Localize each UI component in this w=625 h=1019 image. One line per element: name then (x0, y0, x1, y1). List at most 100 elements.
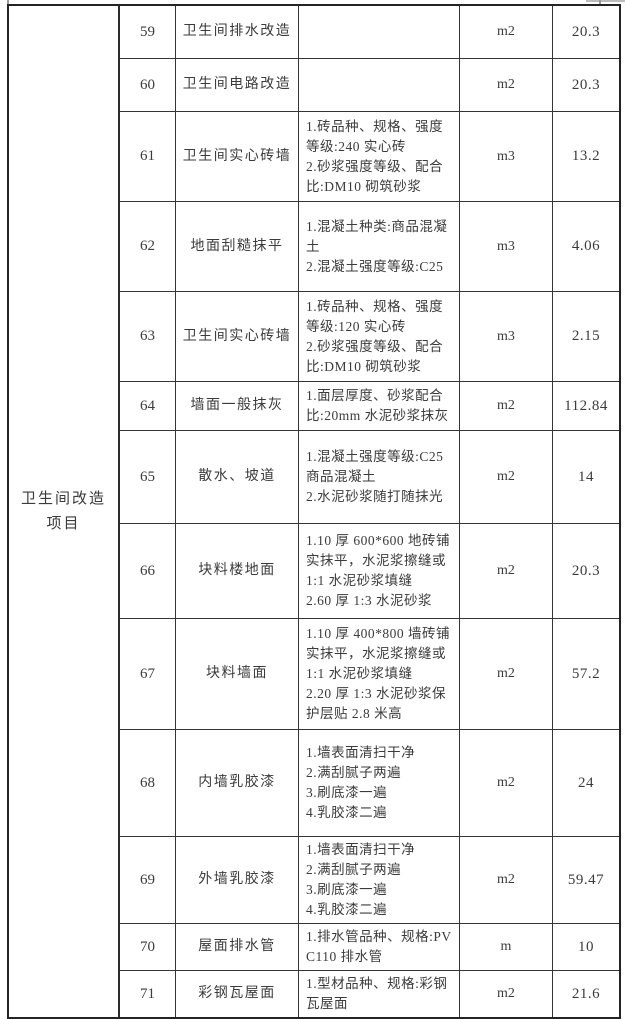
description-line: 3.刷底漆一遍 (306, 882, 388, 897)
table-rows: 59 卫生间排水改造 m2 20.3 60 卫生间电路改造 m2 20.3 61… (120, 6, 619, 1017)
table-row: 61 卫生间实心砖墙 1.砖品种、规格、强度等级:240 实心砖 2.砂浆强度等级… (120, 112, 619, 202)
unit-cell: m2 (460, 524, 553, 618)
description-line: 4.乳胶漆二遍 (306, 902, 388, 917)
table-row: 64 墙面一般抹灰 1.面层厚度、砂浆配合比:20mm 水泥砂浆抹灰 m2 11… (120, 382, 619, 431)
description-line: 1.混凝土种类:商品混凝土 (306, 218, 448, 254)
item-description-cell: 1.墙表面清扫干净 2.满刮腻子两遍 3.刷底漆一遍 4.乳胶漆二遍 (299, 837, 460, 923)
item-description-cell: 1.10 厚 600*600 地砖铺实抹平，水泥浆擦缝或1:1 水泥砂浆填缝 2.… (299, 524, 460, 618)
description-line: 3.刷底漆一遍 (306, 785, 388, 800)
description-line: 2.水泥砂浆随打随抹光 (306, 489, 444, 504)
quantity-cell: 20.3 (571, 562, 601, 579)
description-line: 1.混凝土强度等级:C25 商品混凝土 (306, 449, 444, 484)
item-description-cell: 1.砖品种、规格、强度等级:240 实心砖 2.砂浆强度等级、配合比:DM10 砌… (299, 112, 460, 201)
cropped-row-remnant-top (586, 0, 625, 2)
description-line: 2.混凝土强度等级:C25 (306, 258, 444, 274)
description-line: 1.排水管品种、规格:PVC110 排水管 (306, 929, 452, 964)
unit-cell: m2 (460, 730, 553, 836)
unit-cell: m3 (460, 202, 553, 291)
row-number-cell: 63 (120, 292, 176, 381)
cropped-row-remnant-left (7, 0, 9, 4)
quantity-cell: 2.15 (571, 328, 601, 344)
quantity-cell: 59.47 (567, 871, 605, 888)
row-number-cell: 60 (120, 59, 176, 111)
item-description-cell: 1.型材品种、规格:彩钢瓦屋面 (299, 971, 460, 1017)
item-description-cell: 1.面层厚度、砂浆配合比:20mm 水泥砂浆抹灰 (299, 382, 460, 430)
unit-cell: m2 (460, 59, 553, 111)
quantity-cell: 10 (578, 938, 594, 955)
unit-cell: m2 (460, 382, 553, 430)
row-number-cell: 71 (120, 971, 176, 1017)
quantity-cell: 20.3 (571, 23, 601, 40)
table-row: 65 散水、坡道 1.混凝土强度等级:C25 商品混凝土 2.水泥砂浆随打随抹光 … (120, 431, 619, 524)
item-description-cell: 1.混凝土强度等级:C25 商品混凝土 2.水泥砂浆随打随抹光 (299, 431, 460, 523)
row-number-cell: 62 (120, 202, 176, 291)
row-number-cell: 59 (120, 6, 176, 58)
item-description-cell: 1.砖品种、规格、强度等级:120 实心砖 2.砂浆强度等级、配合比:DM10 砌… (299, 292, 460, 381)
item-name-cell: 外墙乳胶漆 (176, 837, 299, 923)
unit-cell: m2 (460, 431, 553, 523)
unit-cell: m2 (460, 6, 553, 58)
unit-cell: m3 (460, 112, 553, 201)
description-line: 2.20 厚 1:3 水泥砂浆保护层贴 2.8 米高 (306, 686, 447, 721)
unit-cell: m2 (460, 971, 553, 1017)
item-description-cell: 1.墙表面清扫干净 2.满刮腻子两遍 3.刷底漆一遍 4.乳胶漆二遍 (299, 730, 460, 836)
quantity-cell: 20.3 (571, 76, 601, 93)
unit-cell: m (460, 924, 553, 970)
description-line: 1.面层厚度、砂浆配合比:20mm 水泥砂浆抹灰 (306, 388, 449, 423)
item-name-cell: 彩钢瓦屋面 (176, 971, 299, 1017)
quantities-table: 卫生间改造 项目 59 卫生间排水改造 m2 20.3 60 卫生间电路改造 m… (7, 4, 621, 1019)
unit-cell: m2 (460, 837, 553, 923)
table-row: 59 卫生间排水改造 m2 20.3 (120, 6, 619, 59)
table-row: 70 屋面排水管 1.排水管品种、规格:PVC110 排水管 m 10 (120, 924, 619, 971)
item-name-cell: 内墙乳胶漆 (176, 730, 299, 836)
table-row: 66 块料楼地面 1.10 厚 600*600 地砖铺实抹平，水泥浆擦缝或1:1… (120, 524, 619, 619)
cropped-row-remnant-right (599, 0, 601, 4)
quantity-cell: 57.2 (571, 665, 601, 682)
item-name-cell: 地面刮糙抹平 (176, 202, 299, 291)
item-name-cell: 卫生间实心砖墙 (176, 292, 299, 381)
row-number-cell: 66 (120, 524, 176, 618)
item-name-cell: 块料墙面 (176, 619, 299, 729)
description-line: 1.墙表面清扫干净 (306, 745, 416, 760)
row-number-cell: 64 (120, 382, 176, 430)
row-number-cell: 67 (120, 619, 176, 729)
table-row: 68 内墙乳胶漆 1.墙表面清扫干净 2.满刮腻子两遍 3.刷底漆一遍 4.乳胶漆二遍… (120, 730, 619, 837)
item-name-cell: 块料楼地面 (176, 524, 299, 618)
item-name-cell: 墙面一般抹灰 (176, 382, 299, 430)
item-description-cell: 1.排水管品种、规格:PVC110 排水管 (299, 924, 460, 970)
table-row: 63 卫生间实心砖墙 1.砖品种、规格、强度等级:120 实心砖 2.砂浆强度等级… (120, 292, 619, 382)
quantity-cell: 21.6 (571, 985, 601, 1002)
table-row: 60 卫生间电路改造 m2 20.3 (120, 59, 619, 112)
table-row: 69 外墙乳胶漆 1.墙表面清扫干净 2.满刮腻子两遍 3.刷底漆一遍 4.乳胶漆二遍… (120, 837, 619, 924)
item-name-cell: 卫生间电路改造 (176, 59, 299, 111)
category-line-2: 项目 (46, 515, 81, 532)
description-line: 1.砖品种、规格、强度等级:240 实心砖 (306, 118, 444, 154)
description-line: 1.10 厚 600*600 地砖铺实抹平，水泥浆擦缝或1:1 水泥砂浆填缝 (306, 533, 450, 588)
description-line: 1.型材品种、规格:彩钢瓦屋面 (306, 976, 448, 1011)
quantity-cell: 13.2 (571, 148, 601, 164)
description-line: 2.60 厚 1:3 水泥砂浆 (306, 593, 433, 608)
quantity-cell: 4.06 (571, 238, 601, 254)
table-row: 62 地面刮糙抹平 1.混凝土种类:商品混凝土 2.混凝土强度等级:C25 m3 … (120, 202, 619, 292)
category-line-1: 卫生间改造 (20, 490, 106, 507)
description-line: 1.10 厚 400*800 墙砖铺实抹平，水泥浆擦缝或1:1 水泥砂浆填缝 (306, 626, 450, 681)
table-row: 71 彩钢瓦屋面 1.型材品种、规格:彩钢瓦屋面 m2 21.6 (120, 971, 619, 1017)
description-line: 4.乳胶漆二遍 (306, 805, 388, 820)
row-number-cell: 61 (120, 112, 176, 201)
item-description-cell (299, 59, 460, 111)
item-name-cell: 卫生间实心砖墙 (176, 112, 299, 201)
description-line: 2.砂浆强度等级、配合比:DM10 砌筑砂浆 (306, 158, 444, 194)
quantity-cell: 24 (578, 774, 594, 791)
item-name-cell: 散水、坡道 (176, 431, 299, 523)
description-line: 2.砂浆强度等级、配合比:DM10 砌筑砂浆 (306, 338, 444, 374)
row-number-cell: 69 (120, 837, 176, 923)
quantity-cell: 112.84 (564, 397, 608, 414)
description-line: 1.墙表面清扫干净 (306, 842, 416, 857)
table-row: 67 块料墙面 1.10 厚 400*800 墙砖铺实抹平，水泥浆擦缝或1:1 … (120, 619, 619, 730)
description-line: 2.满刮腻子两遍 (306, 862, 402, 877)
item-name-cell: 卫生间排水改造 (176, 6, 299, 58)
quantity-cell: 14 (578, 468, 594, 485)
item-description-cell: 1.10 厚 400*800 墙砖铺实抹平，水泥浆擦缝或1:1 水泥砂浆填缝 2.… (299, 619, 460, 729)
category-cell: 卫生间改造 项目 (9, 6, 120, 1017)
row-number-cell: 68 (120, 730, 176, 836)
